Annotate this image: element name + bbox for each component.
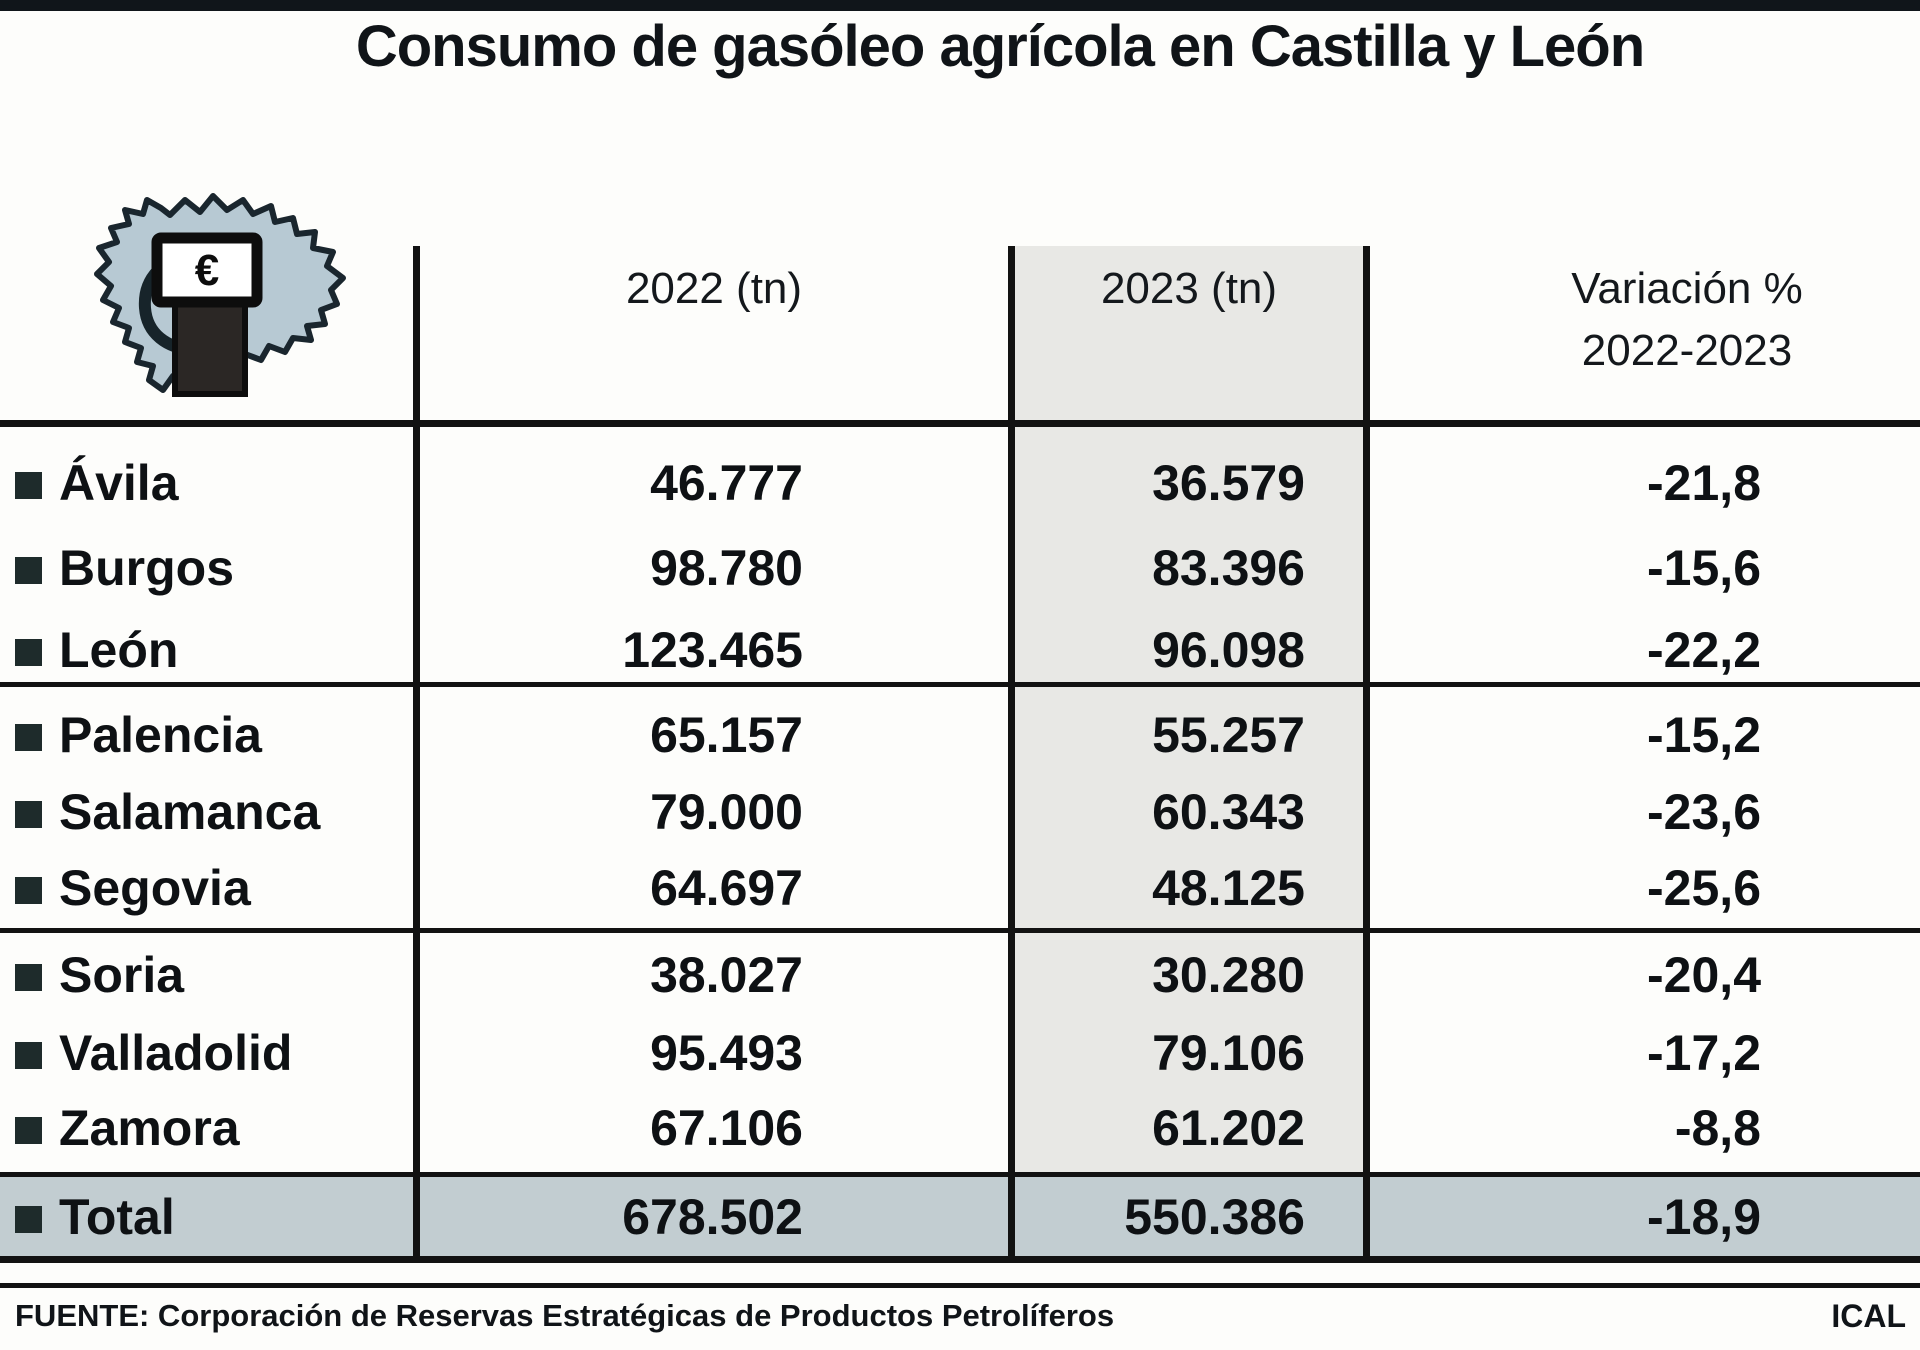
province-name: Segovia	[59, 860, 251, 916]
total-label: Total	[59, 1188, 175, 1245]
pump-body-icon	[172, 299, 248, 397]
column-header-variation-line1: Variación %	[1571, 264, 1803, 313]
total-row-background	[0, 1177, 1920, 1256]
bullet-square-icon	[15, 724, 42, 751]
table-row-segovia: Segovia 64.697 48.125 -25,6	[0, 848, 1920, 928]
highlight-column-2023-background	[1008, 246, 1370, 1263]
value-variation: -22,2	[1647, 622, 1761, 678]
value-2022: 67.106	[650, 1100, 803, 1156]
bullet-square-icon	[15, 801, 42, 828]
value-2022: 95.493	[650, 1025, 803, 1081]
bullet-square-icon	[15, 472, 42, 499]
value-variation: -15,6	[1647, 540, 1761, 596]
table-row-salamanca: Salamanca 79.000 60.343 -23,6	[0, 772, 1920, 852]
value-variation: -20,4	[1647, 947, 1761, 1003]
bullet-square-icon	[15, 964, 42, 991]
value-variation: -15,2	[1647, 707, 1761, 763]
value-2023: 96.098	[1152, 622, 1305, 678]
value-2023: 48.125	[1152, 860, 1305, 916]
column-header-variation: Variación % 2022-2023	[1452, 258, 1920, 382]
table-row-valladolid: Valladolid 95.493 79.106 -17,2	[0, 1013, 1920, 1093]
province-name: Salamanca	[59, 784, 321, 840]
table-row-palencia: Palencia 65.157 55.257 -15,2	[0, 695, 1920, 775]
value-2023: 60.343	[1152, 784, 1305, 840]
source-credit: FUENTE: Corporación de Reservas Estratég…	[15, 1298, 1115, 1333]
pump-screen-icon	[151, 232, 263, 308]
value-2022: 79.000	[650, 784, 803, 840]
group-divider-2	[0, 928, 1920, 933]
page-title: Consumo de gasóleo agrícola en Castilla …	[355, 14, 1645, 79]
province-name: Burgos	[59, 540, 234, 596]
column-divider-names-2022	[413, 246, 420, 1263]
table-row-zamora: Zamora 67.106 61.202 -8,8	[0, 1088, 1920, 1168]
value-variation: -23,6	[1647, 784, 1761, 840]
total-row-top-divider	[0, 1172, 1920, 1177]
province-name: Soria	[59, 947, 185, 1003]
top-black-bar	[0, 0, 1920, 11]
value-2023: 55.257	[1152, 707, 1305, 763]
province-name: León	[59, 622, 179, 678]
table-row-avila: Ávila 46.777 36.579 -21,8	[0, 443, 1920, 523]
value-variation: -21,8	[1647, 455, 1761, 511]
value-2023: 30.280	[1152, 947, 1305, 1003]
bullet-square-icon	[15, 1042, 42, 1069]
bullet-square-icon	[15, 639, 42, 666]
total-value-2023: 550.386	[1124, 1188, 1305, 1245]
highlight-column-left-border	[1008, 246, 1015, 1263]
table-bottom-border	[0, 1256, 1920, 1263]
table-row-total: Total 678.502 550.386 -18,9	[0, 1177, 1920, 1256]
value-2023: 83.396	[1152, 540, 1305, 596]
agency-credit: ICAL	[1831, 1298, 1906, 1334]
value-variation: -17,2	[1647, 1025, 1761, 1081]
footer-rule	[0, 1283, 1920, 1288]
province-name: Zamora	[59, 1100, 240, 1156]
value-2022: 65.157	[650, 707, 803, 763]
province-name: Palencia	[59, 707, 262, 763]
bullet-square-icon	[15, 877, 42, 904]
value-2023: 36.579	[1152, 455, 1305, 511]
value-2022: 64.697	[650, 860, 803, 916]
column-header-2023: 2023 (tn)	[1100, 264, 1278, 313]
highlight-column-right-border	[1363, 246, 1370, 1263]
value-2023: 79.106	[1152, 1025, 1305, 1081]
value-2022: 98.780	[650, 540, 803, 596]
table-row-burgos: Burgos 98.780 83.396 -15,6	[0, 528, 1920, 608]
map-icon-svg: €	[94, 193, 346, 397]
value-2022: 46.777	[650, 455, 803, 511]
bullet-square-icon	[15, 557, 42, 584]
total-value-variation: -18,9	[1647, 1188, 1761, 1245]
group-divider-1	[0, 682, 1920, 687]
value-variation: -25,6	[1647, 860, 1761, 916]
value-2023: 61.202	[1152, 1100, 1305, 1156]
column-header-variation-line2: 2022-2023	[1581, 326, 1793, 375]
province-name: Ávila	[59, 455, 179, 511]
value-variation: -8,8	[1674, 1100, 1761, 1156]
bullet-square-icon	[15, 1117, 42, 1144]
header-divider	[0, 420, 1920, 427]
column-header-2022: 2022 (tn)	[625, 264, 803, 313]
value-2022: 123.465	[622, 622, 803, 678]
total-value-2022: 678.502	[622, 1188, 803, 1245]
table-row-soria: Soria 38.027 30.280 -20,4	[0, 935, 1920, 1015]
table-row-leon: León 123.465 96.098 -22,2	[0, 610, 1920, 690]
castilla-y-leon-map-fuel-pump-icon: €	[75, 160, 355, 410]
bullet-square-icon	[15, 1205, 42, 1233]
province-name: Valladolid	[59, 1025, 293, 1081]
euro-symbol: €	[195, 246, 219, 295]
value-2022: 38.027	[650, 947, 803, 1003]
